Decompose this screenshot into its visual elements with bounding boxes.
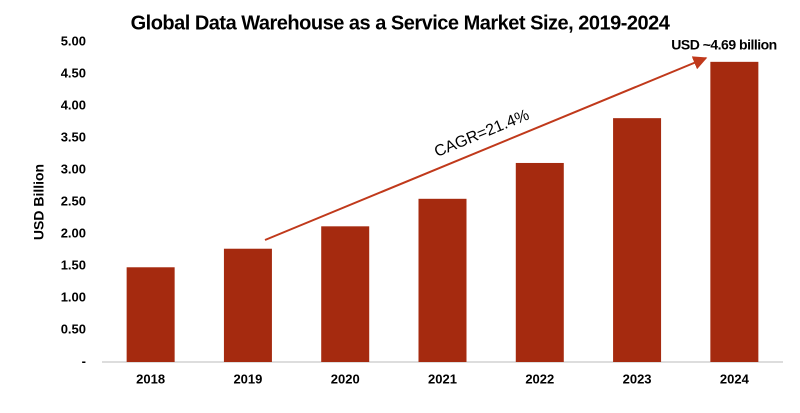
x-tick-label: 2020 xyxy=(331,371,360,386)
bar xyxy=(418,198,467,362)
value-annotation: USD ~4.69 billion xyxy=(671,37,776,53)
x-tick-label: 2018 xyxy=(136,371,165,386)
x-tick-label: 2023 xyxy=(623,371,652,386)
bar xyxy=(223,248,272,362)
bar xyxy=(613,118,662,362)
y-tick-label: 3.00 xyxy=(61,161,86,176)
y-tick-label: 0.50 xyxy=(61,321,86,336)
y-tick-label: 3.50 xyxy=(61,129,86,144)
x-tick-label: 2024 xyxy=(720,371,750,386)
x-tick-label: 2019 xyxy=(233,371,262,386)
cagr-arrow xyxy=(264,56,708,241)
cagr-annotation: CAGR=21.4% xyxy=(432,107,532,161)
y-tick-label: 1.00 xyxy=(61,289,86,304)
y-tick-label: 2.00 xyxy=(61,225,86,240)
bar xyxy=(126,267,175,362)
bar xyxy=(515,162,564,362)
y-tick-label: 5.00 xyxy=(61,33,86,48)
bar xyxy=(710,61,759,363)
y-tick-label: 2.50 xyxy=(61,193,86,208)
y-tick-label: 4.50 xyxy=(61,65,86,80)
x-tick-label: 2021 xyxy=(428,371,457,386)
x-tick-label: 2022 xyxy=(525,371,554,386)
y-tick-label: - xyxy=(82,353,86,368)
chart-title: Global Data Warehouse as a Service Marke… xyxy=(131,12,671,34)
y-tick-label: 1.50 xyxy=(61,257,86,272)
bar xyxy=(321,226,370,362)
y-tick-label: 4.00 xyxy=(61,97,86,112)
y-axis-label: USD Billion xyxy=(31,164,47,240)
